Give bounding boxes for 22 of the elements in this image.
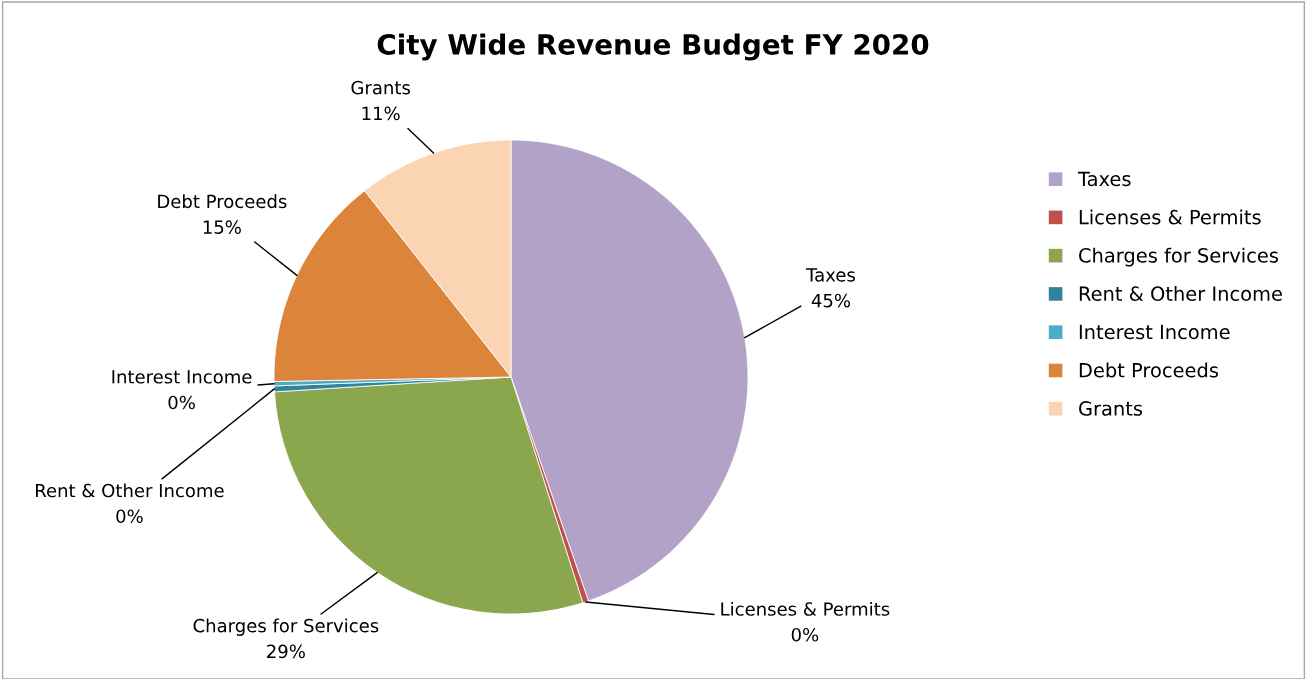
data-label: 0%	[168, 395, 195, 410]
legend-label: Rent & Other Income	[1079, 285, 1282, 302]
legend-label: Taxes	[1077, 171, 1131, 187]
legend-label: Charges for Services	[1079, 247, 1278, 267]
data-label: 0%	[116, 509, 143, 524]
legend-label: Interest Income	[1079, 324, 1230, 340]
slice-label: Charges for Services	[193, 618, 379, 636]
legend-label: Licenses & Permits	[1079, 209, 1261, 225]
slice-label: Debt Proceeds	[158, 194, 287, 209]
data-label: 11%	[362, 106, 400, 121]
legend-label: Debt Proceeds	[1079, 362, 1219, 378]
legend-label: Grants	[1079, 401, 1143, 416]
data-label: 0%	[791, 627, 819, 642]
slice-label: Licenses & Permits	[721, 601, 890, 616]
data-label: 45%	[811, 293, 851, 308]
chart-title: City Wide Revenue Budget FY 2020	[377, 33, 929, 61]
data-label: 29%	[267, 644, 305, 659]
slice-label: Taxes	[806, 268, 855, 282]
slice-label: Grants	[351, 80, 410, 95]
slice-label: Interest Income	[112, 370, 252, 384]
data-label: 15%	[203, 220, 241, 234]
slice-label: Rent & Other Income	[36, 483, 224, 498]
